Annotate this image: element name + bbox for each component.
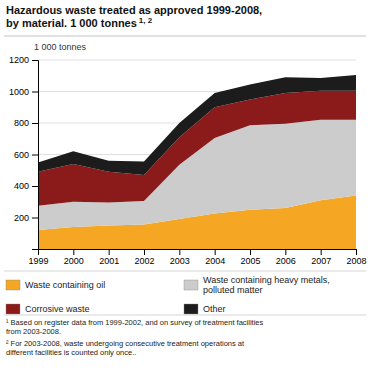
x-tick-label: 1999 <box>28 256 48 266</box>
x-tick: 1999 <box>28 249 48 266</box>
x-axis: 1999 2000 2001 2002 2003 2004 2005 2006 2007 2008 <box>28 249 366 266</box>
y-axis-line <box>32 61 39 250</box>
y-tick: 800 <box>14 118 38 128</box>
x-tick-label: 2006 <box>276 256 296 266</box>
text-line: Other <box>203 304 226 314</box>
text-line: from 2003-2008. <box>6 327 61 336</box>
y-tick-label: 1000 <box>9 87 29 97</box>
text-line: ² For 2003-2008, waste undergoing consec… <box>6 339 245 348</box>
x-tick-mark <box>285 249 286 255</box>
text-line: Hazardous waste treated as approved 1999… <box>6 4 262 16</box>
y-tick: 1200 <box>9 55 38 65</box>
title-rule <box>4 36 366 37</box>
x-tick-mark <box>109 249 110 255</box>
x-tick-label: 2000 <box>64 256 84 266</box>
y-tick-mark <box>32 60 38 61</box>
legend-label: Other <box>203 304 226 314</box>
legend-label: Corrosive waste <box>25 304 90 314</box>
legend-swatch <box>184 280 198 290</box>
text-line: Waste containing oil <box>25 280 105 290</box>
legend-label: Waste containing oil <box>25 280 105 290</box>
y-axis: 200 400 600 800 1000 1200 <box>9 55 39 249</box>
y-tick: 200 <box>14 213 38 223</box>
legend-swatch <box>6 304 20 314</box>
y-tick-label: 400 <box>14 181 29 191</box>
legend: Waste containing oil Waste containing hea… <box>6 275 330 314</box>
x-tick: 2003 <box>170 249 190 266</box>
footnote-rule <box>4 315 366 316</box>
plot: 1999200020012002200320042005200620072008… <box>9 55 367 266</box>
x-tick-mark <box>321 249 322 255</box>
area <box>38 75 356 175</box>
legend-rule <box>4 271 366 272</box>
grid-line <box>38 60 356 61</box>
x-tick: 2000 <box>64 249 84 266</box>
y-tick-mark <box>32 155 38 156</box>
text-line: by material. 1 000 tonnes <box>6 17 137 29</box>
x-tick-label: 2007 <box>311 256 331 266</box>
y-tick: 400 <box>14 181 38 191</box>
x-tick-mark <box>215 249 216 255</box>
x-tick-label: 2003 <box>170 256 190 266</box>
y-tick-mark <box>32 92 38 93</box>
footnote: ² For 2003-2008, waste undergoing consec… <box>6 339 245 357</box>
x-axis-line <box>39 250 357 256</box>
text-line: Corrosive waste <box>25 304 90 314</box>
y-tick-mark <box>32 123 38 124</box>
x-tick-label: 2008 <box>346 256 366 266</box>
x-tick-mark <box>73 249 74 255</box>
area <box>38 91 356 206</box>
areas <box>38 75 356 249</box>
x-tick: 2006 <box>276 249 296 266</box>
x-tick-label: 2002 <box>134 256 154 266</box>
y-tick: 600 <box>14 150 38 160</box>
chart: Hazardous waste treated as approved 1999… <box>0 0 370 389</box>
x-tick: 2002 <box>134 249 154 266</box>
x-tick-label: 2001 <box>99 256 119 266</box>
x-tick: 2001 <box>99 249 119 266</box>
y-tick-label: 800 <box>14 118 29 128</box>
y-axis-label: 1 000 tonnes <box>34 42 87 52</box>
x-tick-label: 2005 <box>240 256 260 266</box>
legend-swatch <box>6 280 20 290</box>
x-tick-label: 2004 <box>205 256 225 266</box>
x-tick-mark <box>356 249 357 255</box>
y-tick-mark <box>32 186 38 187</box>
y-tick-mark <box>32 218 38 219</box>
y-tick-label: 600 <box>14 150 29 160</box>
x-tick-mark <box>179 249 180 255</box>
text-line: ¹ Based on register data from 1999-2002,… <box>6 318 263 327</box>
y-tick: 1000 <box>9 87 38 97</box>
text-line: polluted matter <box>203 285 263 295</box>
x-tick: 2008 <box>346 249 366 266</box>
x-tick: 2007 <box>311 249 331 266</box>
x-tick: 2005 <box>240 249 260 266</box>
legend-label: Waste containing heavy metals,polluted m… <box>203 275 330 295</box>
y-tick-label: 1200 <box>9 55 29 65</box>
footnote: ¹ Based on register data from 1999-2002,… <box>6 318 263 336</box>
text-line: Waste containing heavy metals, <box>203 275 330 285</box>
x-tick-mark <box>144 249 145 255</box>
y-tick-label: 200 <box>14 213 29 223</box>
x-tick-mark <box>250 249 251 255</box>
legend-swatch <box>184 304 198 314</box>
title-superscript: 1, 2 <box>139 16 153 25</box>
x-tick: 2004 <box>205 249 225 266</box>
text-line: different facilities is counted only onc… <box>6 348 136 357</box>
title: Hazardous waste treated as approved 1999… <box>6 4 262 29</box>
